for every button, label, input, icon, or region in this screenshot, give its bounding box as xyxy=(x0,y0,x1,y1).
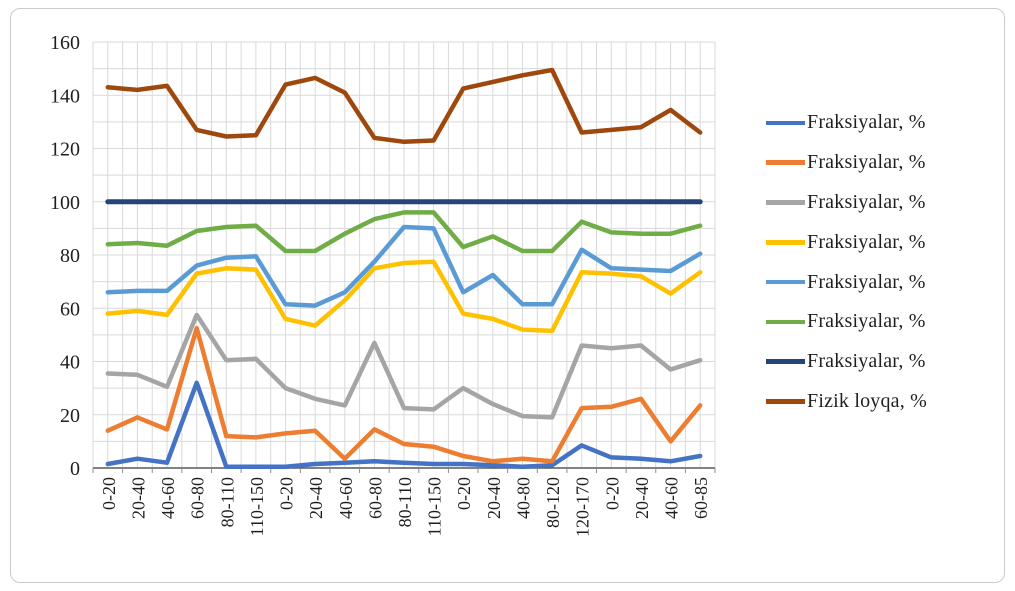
x-tick-label: 80-110 xyxy=(395,477,415,527)
x-tick-label: 20-40 xyxy=(632,477,652,519)
x-tick-label: 0-20 xyxy=(277,477,297,510)
x-tick-label: 20-40 xyxy=(484,477,504,519)
legend-label: Fraksiyalar, % xyxy=(807,310,926,333)
series-line-2[interactable] xyxy=(105,325,703,464)
legend-line-swatch xyxy=(766,279,805,285)
legend-item-8[interactable]: Fizik loyqa, % xyxy=(766,382,927,422)
x-tick-label: 40-60 xyxy=(158,477,178,519)
x-tick-label: 110-150 xyxy=(247,477,267,536)
x-axis-tick-labels: 0-20 20-40 40-60 60-80 80-110 110-150 0-20 20-4… xyxy=(99,477,711,537)
legend-label: Fraksiyalar, % xyxy=(807,230,926,253)
y-tick-label: 40 xyxy=(60,352,80,374)
chart-border xyxy=(10,8,1005,583)
x-tick-label: 80-110 xyxy=(217,477,237,527)
x-tick-label: 60-80 xyxy=(365,477,385,519)
legend-item-1[interactable]: Fraksiyalar, % xyxy=(766,103,927,143)
legend-label: Fraksiyalar, % xyxy=(807,190,926,213)
x-tick-label: 40-60 xyxy=(662,477,682,519)
series-line-8[interactable] xyxy=(105,67,703,145)
y-tick-label: 20 xyxy=(60,405,80,427)
x-tick-label: 110-150 xyxy=(425,477,445,536)
legend-item-6[interactable]: Fraksiyalar, % xyxy=(766,302,927,342)
y-tick-label: 160 xyxy=(50,32,80,54)
y-tick-label: 140 xyxy=(50,85,80,107)
y-tick-label: 60 xyxy=(60,298,80,320)
series-line-3[interactable] xyxy=(105,312,703,420)
legend-line-swatch xyxy=(766,359,805,364)
x-tick-label: 40-80 xyxy=(513,477,533,519)
legend-item-4[interactable]: Fraksiyalar, % xyxy=(766,222,927,262)
legend-line-swatch xyxy=(766,200,805,205)
x-tick-label: 40-60 xyxy=(336,477,356,519)
legend-item-3[interactable]: Fraksiyalar, % xyxy=(766,183,927,223)
y-axis-tick-labels: 0 20 40 60 80 100 120 140 160 xyxy=(50,32,80,480)
series-line-6[interactable] xyxy=(105,210,703,254)
x-tick-label: 20-40 xyxy=(306,477,326,519)
legend-line-swatch xyxy=(766,399,805,404)
x-tick-label: 0-20 xyxy=(454,477,474,510)
legend-label: Fraksiyalar, % xyxy=(807,151,926,174)
x-tick-label: 0-20 xyxy=(602,477,622,510)
chart-legend: Fraksiyalar, % Fraksiyalar, % Fraksiyalar,… xyxy=(766,103,927,421)
x-tick-label: 60-80 xyxy=(188,477,208,519)
gridlines xyxy=(92,41,716,468)
y-tick-label: 100 xyxy=(50,192,80,214)
legend-label: Fraksiyalar, % xyxy=(807,350,926,373)
x-axis xyxy=(92,467,716,473)
legend-label: Fizik loyqa, % xyxy=(807,389,928,412)
x-tick-label: 0-20 xyxy=(99,477,119,510)
x-tick-label: 60-85 xyxy=(691,477,711,519)
series-line-1[interactable] xyxy=(105,380,703,469)
legend-line-swatch xyxy=(766,160,805,165)
x-tick-label: 80-120 xyxy=(543,477,563,528)
legend-label: Fraksiyalar, % xyxy=(807,270,926,293)
y-tick-label: 120 xyxy=(50,139,80,161)
legend-item-2[interactable]: Fraksiyalar, % xyxy=(766,143,927,183)
y-tick-label: 0 xyxy=(70,458,80,480)
x-tick-label: 120-170 xyxy=(573,477,593,537)
legend-line-swatch xyxy=(766,120,805,126)
x-tick-label: 20-40 xyxy=(128,477,148,519)
legend-line-swatch xyxy=(766,240,805,245)
y-tick-label: 80 xyxy=(60,245,80,267)
legend-line-swatch xyxy=(766,319,805,325)
series-line-4[interactable] xyxy=(105,259,703,334)
series-line-5[interactable] xyxy=(105,224,703,308)
legend-label: Fraksiyalar, % xyxy=(807,111,926,134)
legend-item-5[interactable]: Fraksiyalar, % xyxy=(766,262,927,302)
legend-item-7[interactable]: Fraksiyalar, % xyxy=(766,342,927,382)
